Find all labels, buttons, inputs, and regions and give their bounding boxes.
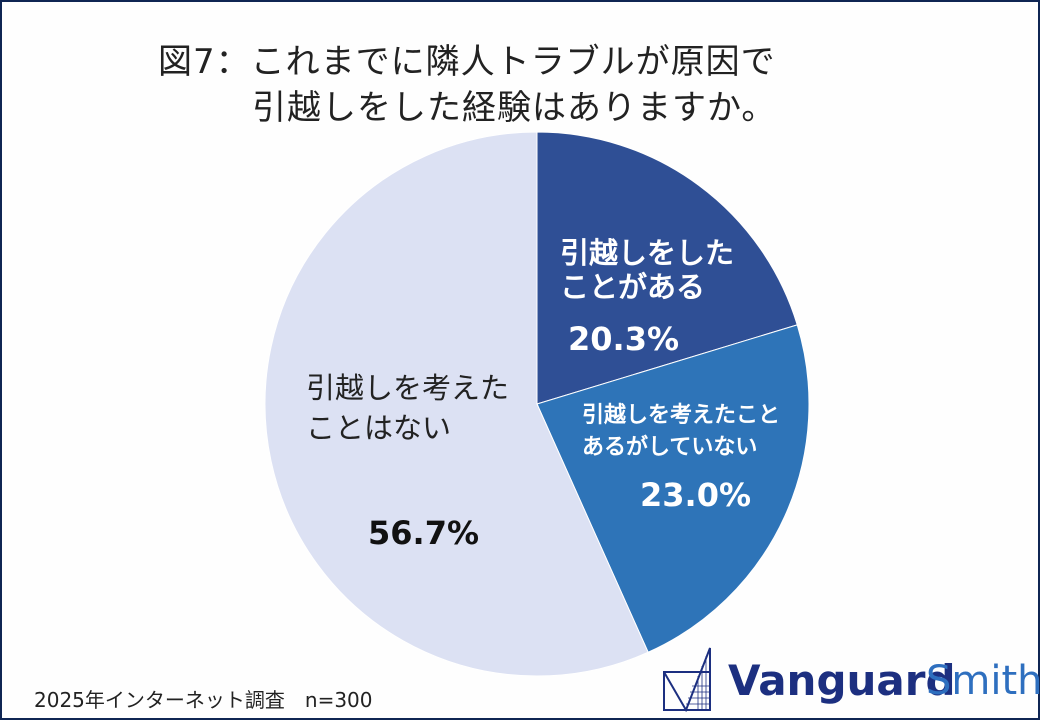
vanguard-smith-logo: Vanguard Smith	[662, 646, 1040, 712]
slice-value-moved: 20.3%	[568, 320, 680, 358]
slice-label-moved: 引越しをした ことがある	[560, 236, 734, 304]
chart-title-line1: 図7：これまでに隣人トラブルが原因で	[158, 42, 776, 82]
slice-label-considered-line2: あるがしていない	[582, 435, 758, 460]
slice-label-moved-line1: 引越しをした	[560, 236, 735, 270]
slice-value-never: 56.7%	[368, 514, 480, 552]
slice-label-never: 引越しを考えた ことはない	[306, 368, 509, 448]
slice-label-never-line2: ことはない	[306, 411, 452, 445]
pie-slice-never	[264, 131, 649, 677]
slice-label-considered: 引越しを考えたこと あるがしていない	[582, 400, 780, 464]
slice-label-never-line1: 引越しを考えた	[306, 371, 510, 405]
pie-slice-considered	[536, 324, 810, 653]
slice-label-considered-line1: 引越しを考えたこと	[582, 403, 781, 428]
logo-mark-icon	[663, 647, 711, 712]
slice-value-considered: 23.0%	[640, 476, 752, 514]
survey-note: 2025年インターネット調査 n=300	[34, 688, 373, 712]
logo-word-vanguard: Vanguard	[728, 656, 956, 705]
logo-word-smith: Smith	[926, 658, 1040, 704]
pie-slice-moved	[536, 131, 798, 405]
slice-label-moved-line2: ことがある	[560, 270, 706, 304]
chart-title-line2: 引越しをした経験はありますか。	[252, 88, 777, 128]
